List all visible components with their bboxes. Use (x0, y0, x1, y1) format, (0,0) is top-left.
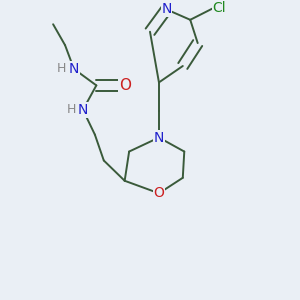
Text: O: O (119, 78, 131, 93)
Text: N: N (69, 62, 79, 76)
Text: H: H (57, 62, 66, 76)
Text: H: H (66, 103, 76, 116)
Text: N: N (154, 130, 164, 145)
Text: O: O (154, 186, 164, 200)
Text: N: N (161, 2, 172, 16)
Text: N: N (78, 103, 88, 117)
Text: Cl: Cl (213, 2, 226, 16)
